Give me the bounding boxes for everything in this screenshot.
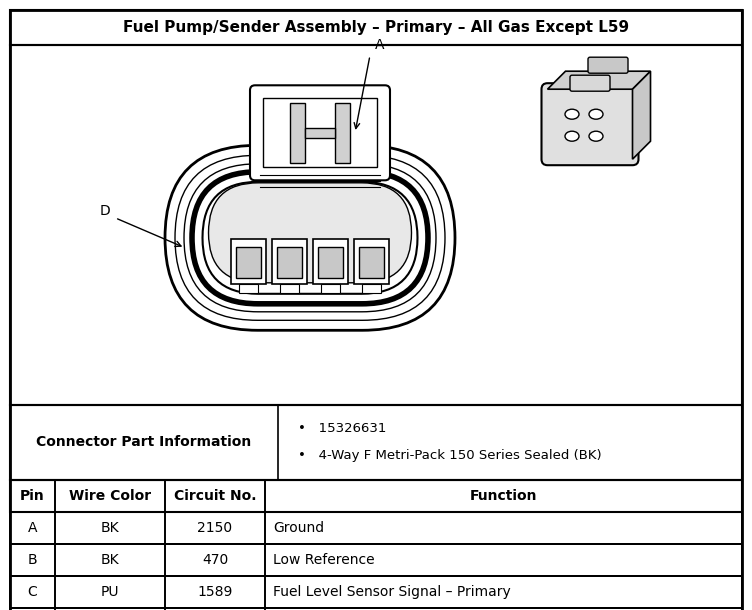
Bar [10, 512, 742, 544]
FancyBboxPatch shape [165, 145, 455, 330]
Text: •   4-Way F Metri-Pack 150 Series Sealed (BK): • 4-Way F Metri-Pack 150 Series Sealed (… [298, 450, 602, 462]
Bar [265, 608, 742, 610]
FancyBboxPatch shape [192, 172, 428, 304]
Bar [55, 480, 165, 512]
Bar [265, 480, 742, 512]
Text: A: A [28, 521, 38, 535]
Bar [10, 576, 55, 608]
Bar [265, 512, 742, 544]
Bar [10, 544, 742, 576]
Text: Ground: Ground [273, 521, 324, 535]
Bar [10, 405, 278, 480]
Text: Function: Function [470, 489, 537, 503]
Bar [55, 576, 165, 608]
FancyBboxPatch shape [570, 75, 610, 92]
Bar [290, 103, 305, 163]
Bar [165, 544, 265, 576]
FancyBboxPatch shape [184, 164, 436, 312]
Bar [272, 239, 307, 284]
Bar [265, 576, 742, 608]
Polygon shape [547, 71, 650, 89]
Text: 2150: 2150 [198, 521, 232, 535]
FancyBboxPatch shape [588, 57, 628, 73]
Bar [10, 10, 742, 45]
FancyBboxPatch shape [202, 182, 417, 294]
FancyBboxPatch shape [208, 183, 411, 283]
Bar [231, 239, 266, 284]
Bar [10, 576, 742, 608]
Bar [55, 608, 165, 610]
Polygon shape [632, 71, 650, 159]
Bar [165, 480, 265, 512]
Bar [10, 405, 742, 480]
Bar [165, 512, 265, 544]
Ellipse shape [589, 131, 603, 141]
Text: 1589: 1589 [197, 585, 232, 599]
Text: Fuel Pump/Sender Assembly – Primary – All Gas Except L59: Fuel Pump/Sender Assembly – Primary – Al… [123, 20, 629, 35]
Bar [10, 608, 55, 610]
Bar [10, 608, 742, 610]
Ellipse shape [565, 131, 579, 141]
Bar [354, 239, 389, 284]
Bar [265, 544, 742, 576]
Text: Wire Color: Wire Color [69, 489, 151, 503]
Text: A: A [375, 38, 385, 52]
Ellipse shape [589, 109, 603, 119]
Bar [236, 247, 261, 278]
Bar [55, 512, 165, 544]
Bar [10, 480, 55, 512]
Bar [10, 544, 55, 576]
Text: •   15326631: • 15326631 [298, 423, 387, 436]
Text: 470: 470 [202, 553, 228, 567]
FancyBboxPatch shape [250, 85, 390, 181]
Text: C: C [28, 585, 38, 599]
Bar [277, 247, 302, 278]
Bar [165, 576, 265, 608]
Bar [55, 544, 165, 576]
Text: BK: BK [101, 553, 120, 567]
Text: Circuit No.: Circuit No. [174, 489, 256, 503]
Bar [335, 103, 350, 163]
Ellipse shape [565, 109, 579, 119]
Bar [305, 128, 335, 138]
Bar [359, 247, 384, 278]
Text: D: D [99, 204, 111, 218]
Text: Fuel Level Sensor Signal – Primary: Fuel Level Sensor Signal – Primary [273, 585, 511, 599]
Text: Pin: Pin [20, 489, 45, 503]
Text: PU: PU [101, 585, 120, 599]
Text: Connector Part Information: Connector Part Information [36, 436, 252, 450]
Bar [280, 284, 299, 293]
Bar [10, 512, 55, 544]
Bar [321, 284, 340, 293]
Text: Low Reference: Low Reference [273, 553, 374, 567]
FancyBboxPatch shape [541, 83, 638, 165]
FancyBboxPatch shape [175, 156, 445, 320]
Text: BK: BK [101, 521, 120, 535]
Text: B: B [28, 553, 38, 567]
Bar [263, 98, 377, 167]
Bar [239, 284, 258, 293]
Bar [165, 608, 265, 610]
Bar [318, 247, 343, 278]
Bar [10, 45, 742, 405]
Bar [362, 284, 381, 293]
Bar [10, 480, 742, 512]
Bar [313, 239, 348, 284]
